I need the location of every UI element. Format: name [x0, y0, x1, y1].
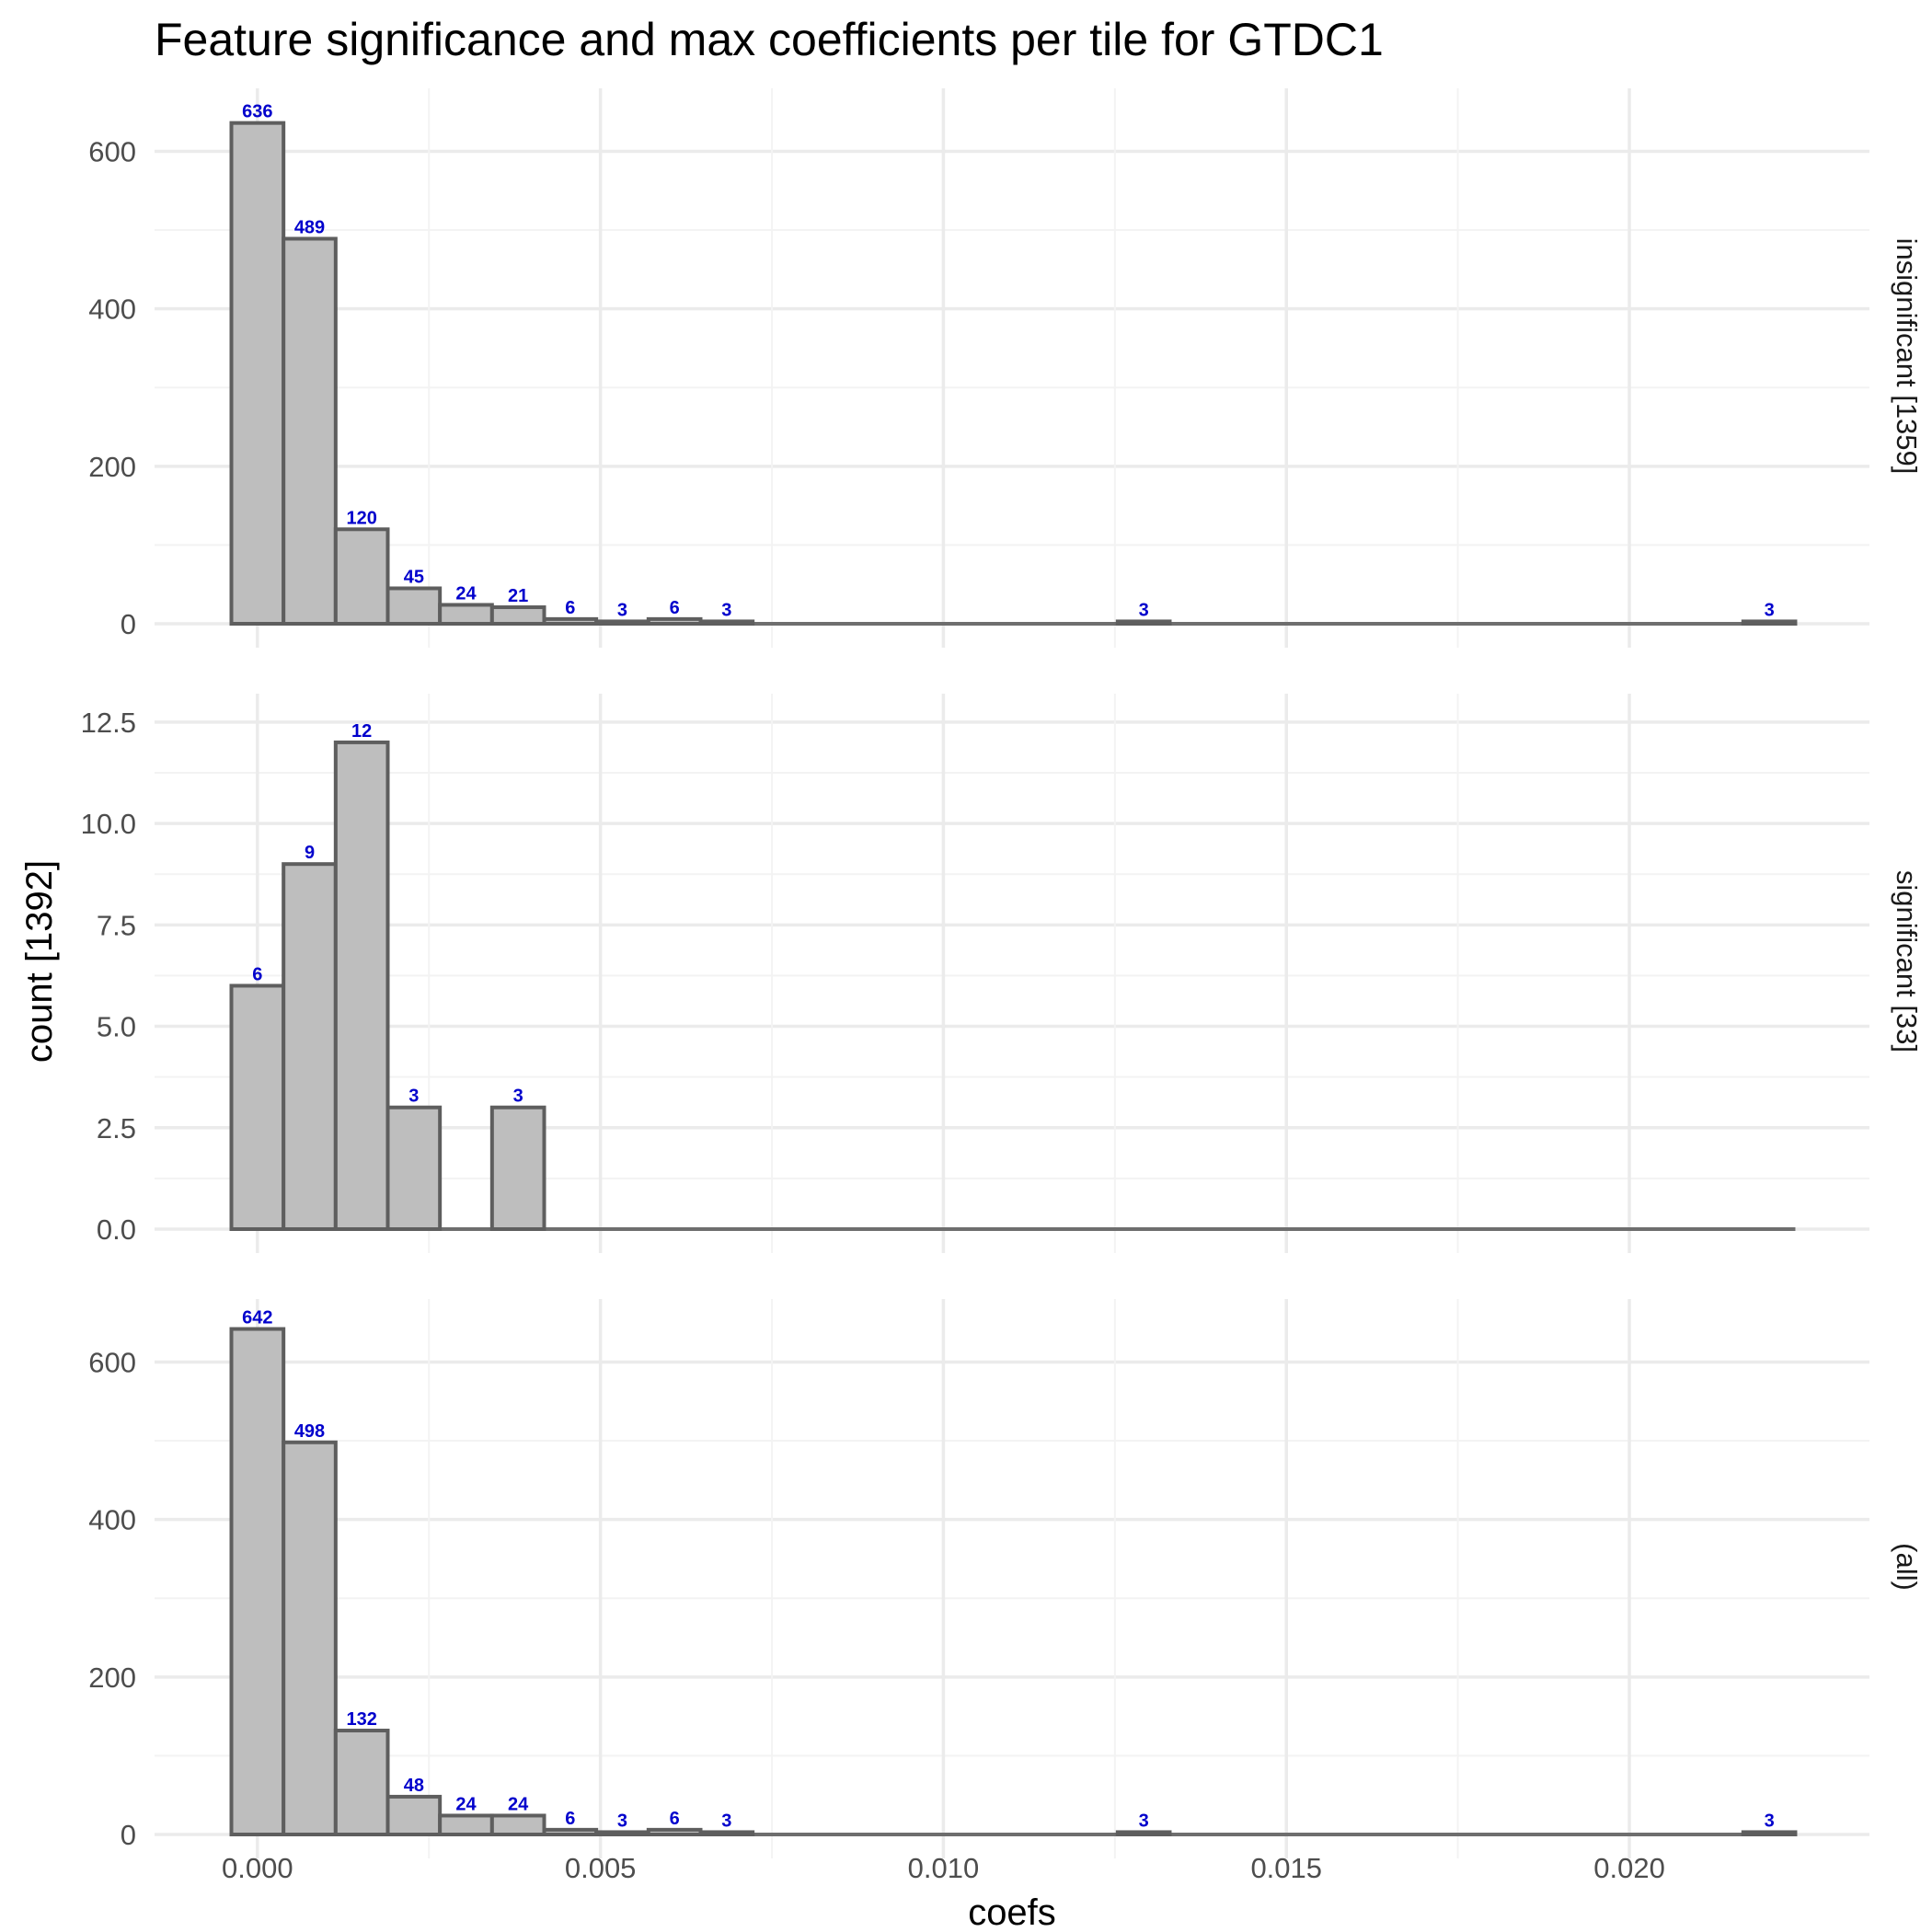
bar-count-label: 6: [670, 598, 680, 618]
bar-count-label: 636: [242, 102, 272, 122]
histogram-bar: [333, 740, 390, 1231]
facet-panel: 0.0 2.5 5.0 7.5 10.0 12.5 6 9 12 3 3 significant [3…: [81, 694, 1923, 1253]
histogram-bar: [542, 1827, 599, 1837]
y-tick-label: 0.0: [97, 1213, 136, 1246]
y-tick-label: 200: [88, 1662, 136, 1694]
histogram-bar: [438, 1813, 494, 1837]
histogram-bar: [333, 1729, 390, 1837]
y-tick-label: 12.5: [81, 707, 136, 739]
histogram-bar: [1115, 619, 1172, 627]
histogram-bar: [594, 619, 650, 627]
histogram-bar: [229, 1327, 286, 1836]
histogram-bar: [385, 1105, 443, 1232]
bar-count-label: 24: [455, 1794, 477, 1814]
bar-count-label: 3: [617, 1811, 627, 1831]
histogram-bar: [282, 1440, 338, 1837]
histogram-bar: [282, 862, 338, 1231]
y-tick-label: 400: [88, 293, 136, 326]
bar-count-label: 12: [351, 721, 372, 742]
y-tick-label: 200: [88, 451, 136, 483]
y-tick-label: 2.5: [97, 1112, 136, 1144]
bar-count-label: 498: [294, 1421, 325, 1442]
bar-count-label: 6: [670, 1809, 680, 1829]
histogram-bar: [698, 619, 755, 627]
y-tick-label: 0: [121, 1819, 136, 1851]
x-tick-label: 0.020: [1593, 1852, 1665, 1884]
histogram-bar: [646, 1827, 703, 1837]
x-tick-label: 0.000: [222, 1852, 293, 1884]
y-tick-label: 600: [88, 1346, 136, 1378]
histogram-bar: [594, 1830, 650, 1837]
histogram-bar: [489, 605, 546, 627]
bar-count-label: 24: [508, 1794, 529, 1814]
facet-strip-label: (all): [1891, 1543, 1923, 1591]
bar-count-label: 3: [1139, 1811, 1149, 1831]
histogram-bar: [385, 586, 443, 626]
bar-count-label: 6: [252, 964, 262, 984]
histogram-bar: [333, 527, 390, 627]
bar-count-label: 3: [721, 600, 731, 620]
histogram-bar: [646, 616, 703, 626]
bar-count-label: 132: [346, 1709, 376, 1730]
bar-count-label: 3: [1765, 1811, 1775, 1831]
x-tick-label: 0.015: [1250, 1852, 1322, 1884]
y-tick-label: 10.0: [81, 808, 136, 840]
y-axis-title: count [1392]: [19, 860, 60, 1063]
histogram-bar: [1741, 619, 1798, 627]
x-tick-label: 0.010: [908, 1852, 980, 1884]
bar-count-label: 642: [242, 1308, 272, 1328]
y-tick-label: 5.0: [97, 1011, 136, 1043]
histogram-bar: [385, 1794, 443, 1836]
bar-count-label: 9: [305, 843, 315, 863]
bar-count-label: 6: [565, 1809, 575, 1829]
bar-count-label: 21: [508, 586, 528, 606]
x-tick-label: 0.005: [565, 1852, 637, 1884]
bar-count-label: 24: [455, 583, 477, 604]
bar-count-label: 120: [346, 508, 376, 528]
facet-strip-label: significant [33]: [1891, 870, 1923, 1052]
bar-count-label: 3: [721, 1811, 731, 1831]
facet-panel: 0 200 400 600 642 498 132 48 24 24 6 3 6 3 3 3 (all): [88, 1299, 1923, 1858]
bar-count-label: 489: [294, 217, 325, 237]
histogram-bar: [438, 603, 494, 626]
bar-count-label: 3: [408, 1087, 419, 1107]
chart-title: Feature significance and max coefficient…: [155, 14, 1384, 65]
y-tick-label: 400: [88, 1504, 136, 1536]
bar-count-label: 3: [513, 1087, 523, 1107]
bar-count-label: 3: [617, 600, 627, 620]
bar-count-label: 6: [565, 598, 575, 618]
histogram-bar: [698, 1830, 755, 1837]
bar-count-label: 3: [1139, 600, 1149, 620]
histogram-bar: [1741, 1830, 1798, 1837]
bar-count-label: 45: [404, 567, 424, 587]
y-tick-label: 600: [88, 135, 136, 167]
histogram-bar: [229, 983, 286, 1232]
y-tick-label: 0: [121, 608, 136, 640]
histogram-bar: [1115, 1830, 1172, 1837]
bar-count-label: 3: [1765, 600, 1775, 620]
histogram-bar: [542, 616, 599, 626]
histogram-bar: [282, 236, 338, 626]
histogram-bar: [489, 1105, 546, 1232]
y-tick-label: 7.5: [97, 909, 136, 941]
histogram-bar: [229, 121, 286, 627]
bar-count-label: 48: [404, 1776, 424, 1796]
histogram-bar: [489, 1813, 546, 1837]
facet-strip-label: insignificant [1359]: [1891, 238, 1923, 475]
x-axis-title: coefs: [968, 1892, 1056, 1932]
